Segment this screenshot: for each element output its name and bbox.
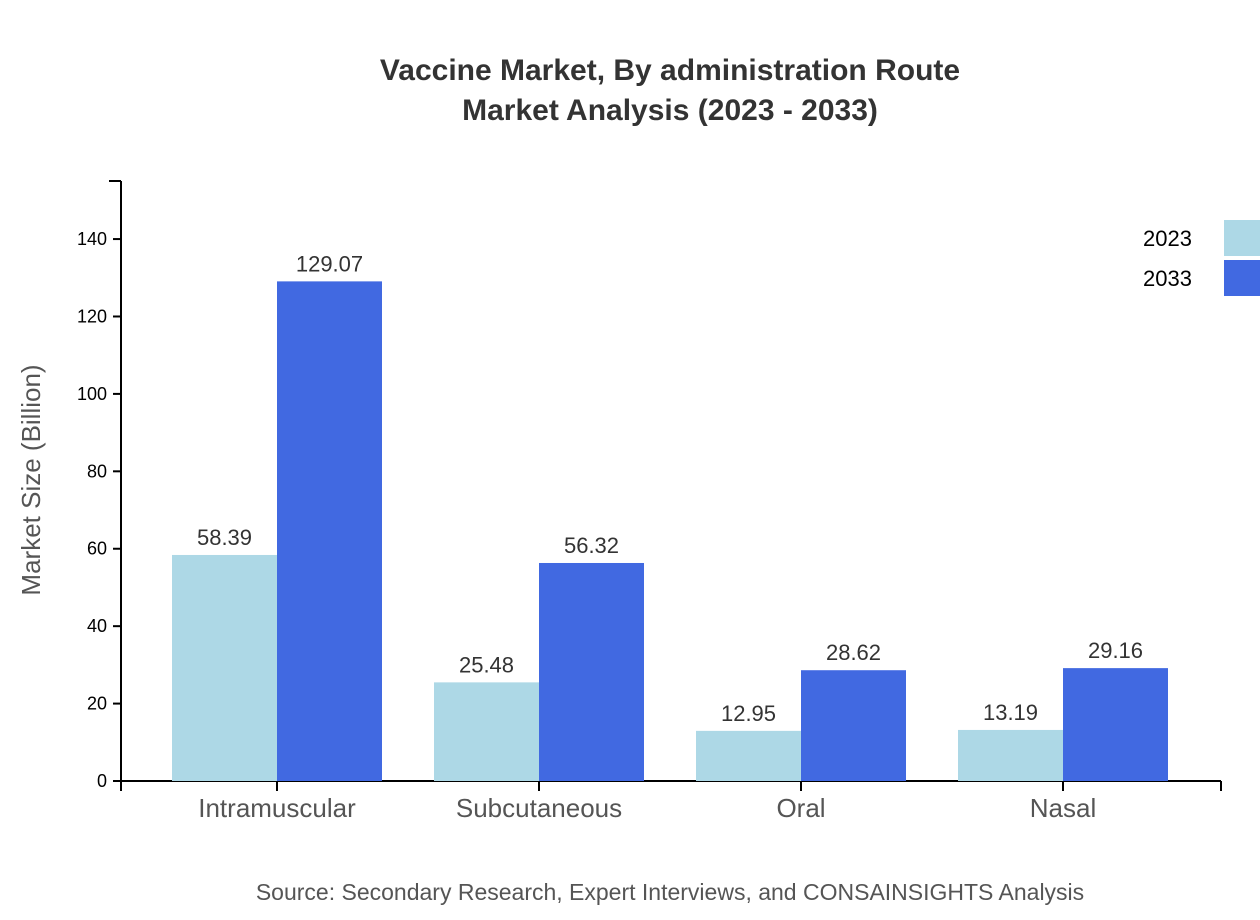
data-label: 56.32 (564, 533, 619, 558)
bar-2023-oral (696, 730, 801, 781)
source-note: Source: Secondary Research, Expert Inter… (256, 879, 1084, 905)
y-tick-label: 120 (77, 306, 107, 326)
bar-2023-subcutaneous (434, 682, 539, 781)
chart-title-line-2: Market Analysis (2023 - 2033) (462, 94, 878, 127)
y-tick-label: 80 (87, 461, 107, 481)
data-label: 13.19 (983, 700, 1038, 725)
data-label: 12.95 (721, 701, 776, 726)
data-label: 129.07 (296, 251, 363, 276)
y-tick-label: 20 (87, 694, 107, 714)
chart-title-line-1: Vaccine Market, By administration Route (380, 54, 960, 87)
legend-label: 2023 (1143, 226, 1192, 251)
bar-2023-nasal (958, 729, 1063, 781)
y-axis-label: Market Size (Billion) (16, 364, 46, 595)
y-tick-label: 0 (97, 771, 107, 791)
legend-swatch (1224, 260, 1260, 296)
x-tick-label: Subcutaneous (456, 793, 622, 823)
x-tick-label: Oral (776, 793, 825, 823)
y-tick-label: 140 (77, 229, 107, 249)
y-tick-label: 40 (87, 616, 107, 636)
legend-swatch (1224, 220, 1260, 256)
legend-label: 2033 (1143, 266, 1192, 291)
x-tick-label: Nasal (1030, 793, 1096, 823)
data-label: 58.39 (197, 525, 252, 550)
x-tick-label: Intramuscular (198, 793, 356, 823)
bar-2023-intramuscular (172, 554, 277, 781)
y-tick-label: 60 (87, 539, 107, 559)
data-label: 29.16 (1088, 638, 1143, 663)
data-label: 28.62 (826, 640, 881, 665)
bar-2033-oral (801, 670, 906, 781)
bar-2033-nasal (1063, 668, 1168, 781)
bar-2033-subcutaneous (539, 562, 644, 781)
bar-2033-intramuscular (277, 281, 382, 781)
data-label: 25.48 (459, 652, 514, 677)
y-tick-label: 100 (77, 384, 107, 404)
